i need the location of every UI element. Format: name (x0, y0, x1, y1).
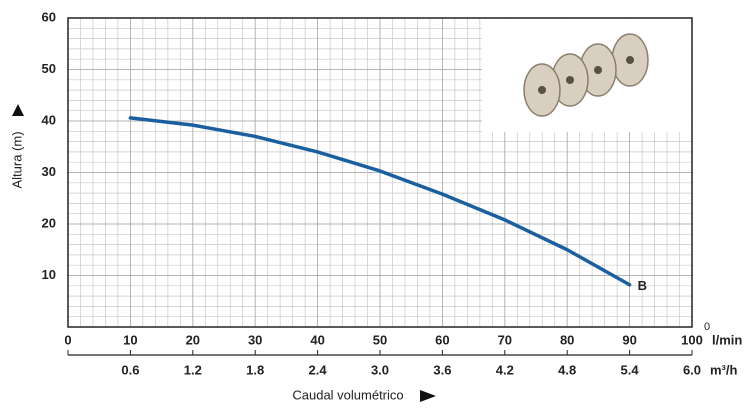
x2-unit: m³/h (710, 362, 738, 377)
x-axis-label: Caudal volumétrico (292, 387, 403, 402)
x-tick-label: 90 (622, 332, 636, 347)
x2-tick-label: 1.2 (184, 362, 202, 377)
x-tick-label: 30 (248, 332, 262, 347)
y-tick-label: 50 (42, 61, 56, 76)
y-arrow (12, 104, 24, 116)
y-tick-label: 30 (42, 164, 56, 179)
series-label: B (638, 278, 647, 293)
x-tick-label: 100 (681, 332, 703, 347)
x-tick-label: 70 (498, 332, 512, 347)
x2-tick-label: 6.0 (683, 362, 701, 377)
x2-tick-label: 4.2 (496, 362, 514, 377)
x2-tick-label: 3.6 (433, 362, 451, 377)
x-unit: l/min (712, 332, 742, 347)
x2-tick-label: 3.0 (371, 362, 389, 377)
x2-tick-label: 5.4 (621, 362, 640, 377)
corner-label: 0 (704, 321, 710, 333)
x2-tick-label: 4.8 (558, 362, 576, 377)
x2-tick-label: 1.8 (246, 362, 264, 377)
product-photo (482, 19, 691, 132)
x-tick-label: 50 (373, 332, 387, 347)
y-tick-label: 40 (42, 112, 56, 127)
x2-tick-label: 0.6 (121, 362, 139, 377)
x-tick-label: 20 (186, 332, 200, 347)
plot-frame (67, 17, 693, 328)
x-tick-label: 40 (310, 332, 324, 347)
x-tick-label: 80 (560, 332, 574, 347)
x-arrow (420, 390, 436, 402)
x-tick-label: 10 (123, 332, 137, 347)
y-axis-label: Altura (m) (9, 131, 24, 188)
y-tick-label: 10 (42, 267, 56, 282)
curve (128, 116, 632, 287)
x-tick-label: 0 (64, 332, 71, 347)
x2-tick-label: 2.4 (309, 362, 328, 377)
y-tick-label: 20 (42, 215, 56, 230)
x-tick-label: 60 (435, 332, 449, 347)
y-tick-label: 60 (42, 9, 56, 24)
